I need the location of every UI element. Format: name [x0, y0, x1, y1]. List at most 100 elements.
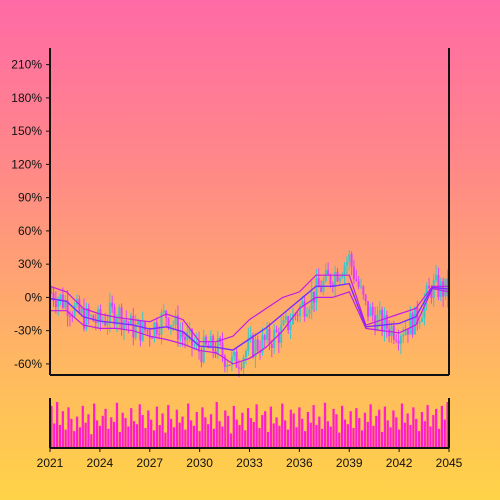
- candle-body: [247, 338, 250, 352]
- candle-body: [144, 320, 147, 331]
- volume-bar: [118, 431, 121, 448]
- volume-bar: [98, 425, 101, 448]
- volume-bar: [115, 402, 119, 448]
- volume-bar: [437, 428, 441, 448]
- candle-body: [357, 280, 360, 287]
- candle-body: [193, 344, 196, 346]
- candle-body: [421, 317, 424, 322]
- volume-bar: [343, 419, 347, 448]
- volume-bar: [406, 413, 409, 448]
- volume-bar: [67, 407, 70, 448]
- candle-body: [439, 281, 442, 297]
- candle-body: [277, 331, 280, 343]
- candle-body: [99, 309, 102, 322]
- volume-bar: [417, 431, 421, 448]
- volume-bar: [303, 431, 307, 448]
- candle-body: [230, 356, 233, 366]
- candle-body: [228, 364, 231, 366]
- candle-body: [435, 275, 438, 280]
- candle-body: [54, 301, 57, 307]
- volume-bar: [289, 409, 292, 448]
- candle-body: [90, 315, 93, 317]
- candle-body: [270, 343, 273, 348]
- volume-bar: [378, 409, 381, 448]
- candle-body: [137, 320, 140, 325]
- volume-bar: [318, 416, 321, 448]
- volume-bar: [420, 411, 424, 448]
- volume-bar: [298, 407, 301, 448]
- candle-body: [66, 300, 69, 316]
- volume-bar: [104, 408, 107, 448]
- volume-bar: [323, 402, 327, 448]
- volume-bar: [301, 418, 304, 448]
- volume-bar: [403, 422, 406, 448]
- candle-body: [376, 314, 379, 331]
- candle-body: [237, 367, 240, 369]
- x-tick-label: 2027: [136, 456, 163, 470]
- candle-body: [59, 294, 62, 300]
- candle-body: [57, 299, 60, 307]
- x-tick-labels: 2021 2024 2027 2030 2033 2036 2039 2042 2045: [37, 448, 463, 470]
- candle-body: [118, 307, 121, 319]
- candle-body: [240, 367, 243, 369]
- candle-body: [106, 322, 109, 326]
- candle-body: [80, 308, 83, 313]
- x-tick-label: 2030: [186, 456, 213, 470]
- candle-body: [446, 278, 449, 297]
- candle-body: [235, 351, 238, 368]
- volume-bar: [78, 427, 82, 448]
- volume-bar: [335, 414, 338, 448]
- volume-bar: [212, 428, 215, 448]
- candle-body: [104, 321, 107, 326]
- volume-bar: [73, 431, 76, 448]
- candle-body: [371, 307, 374, 316]
- volume-bar: [400, 403, 404, 448]
- candle-body: [92, 315, 95, 322]
- volume-bar: [258, 428, 261, 448]
- volume-bar: [341, 405, 344, 448]
- volume-bar: [281, 403, 284, 448]
- candle-body: [127, 322, 130, 325]
- volume-bar: [375, 415, 378, 448]
- volume-bar: [187, 403, 190, 448]
- candle-body: [125, 320, 128, 323]
- candle-body: [169, 325, 172, 328]
- volume-bar: [244, 430, 247, 448]
- volume-bar: [346, 424, 349, 448]
- lower-band-line: [50, 287, 450, 365]
- candle-body: [315, 278, 318, 303]
- volume-bar: [255, 404, 258, 448]
- volume-bar: [412, 407, 415, 448]
- volume-bar: [135, 424, 139, 448]
- volume-bar: [389, 427, 392, 448]
- candle-body: [71, 315, 74, 317]
- candle-body: [289, 324, 292, 331]
- volume-bar: [241, 412, 244, 448]
- volume-bar: [292, 413, 295, 448]
- candle-body: [139, 320, 142, 341]
- volume-bar: [161, 413, 164, 448]
- volume-bar: [144, 428, 147, 448]
- y-tick-label: 210%: [11, 58, 42, 72]
- candle-body: [52, 292, 55, 302]
- candle-body: [148, 330, 151, 338]
- volume-bar: [429, 426, 432, 448]
- volume-bar: [189, 420, 193, 448]
- candle-body: [343, 265, 346, 276]
- volume-bar: [252, 421, 255, 448]
- candle-body: [428, 285, 431, 289]
- candle-body: [352, 266, 355, 280]
- bands-layer: [49, 274, 450, 365]
- y-tick-label: -30%: [14, 324, 42, 338]
- volume-bar: [332, 408, 335, 448]
- volume-bar: [58, 425, 62, 448]
- volume-bar: [355, 408, 358, 448]
- candle-body: [87, 307, 90, 317]
- y-tick-label: 60%: [18, 224, 42, 238]
- volume-bar: [261, 415, 264, 448]
- volume-bar: [264, 411, 267, 448]
- upper-band-line: [49, 274, 449, 343]
- candle-body: [174, 315, 177, 325]
